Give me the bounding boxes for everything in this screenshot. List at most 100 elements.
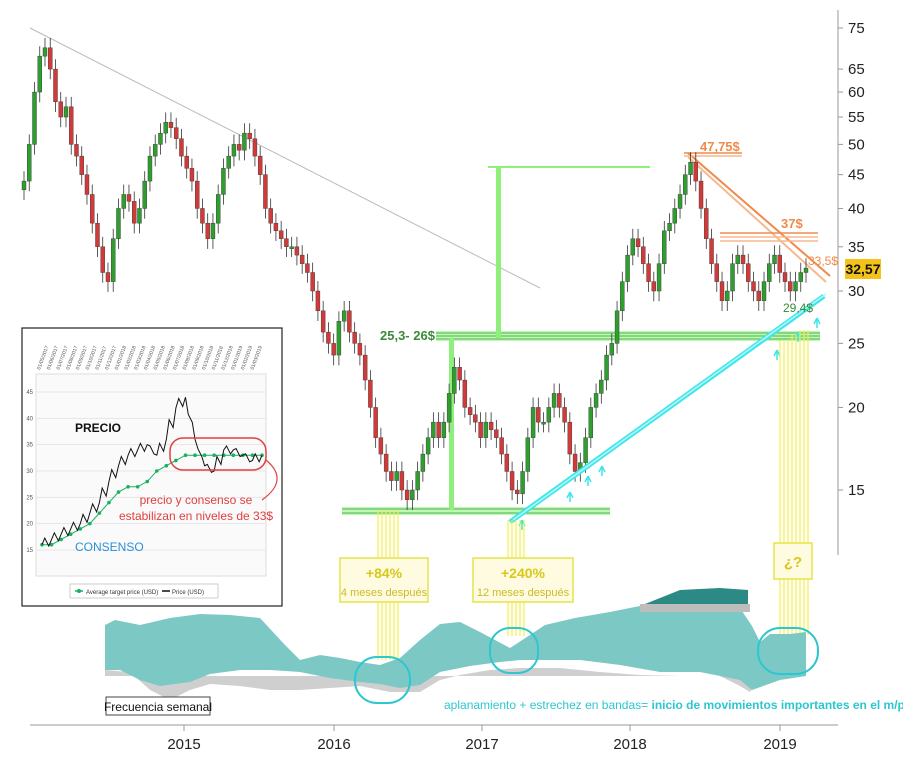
- candle-body: [289, 246, 294, 249]
- candle-body: [48, 47, 53, 70]
- candle-body: [231, 144, 237, 157]
- last-price-label: 32,57: [845, 261, 880, 277]
- candle-body: [305, 263, 310, 273]
- inset-consensus-point: [174, 458, 178, 463]
- inset-y-tick: 30: [26, 469, 33, 475]
- candle-body: [488, 421, 494, 430]
- candle-body: [677, 194, 683, 209]
- candle-body: [446, 393, 452, 423]
- x-tick-labels: 2015 2016 2017 2018 2019: [167, 725, 797, 753]
- candle-body: [95, 222, 100, 247]
- inset-consensus-point: [49, 542, 54, 547]
- candle-body: [32, 91, 37, 145]
- candle-body: [436, 421, 441, 438]
- inset-lines: [40, 397, 264, 548]
- candle-body: [320, 310, 326, 333]
- measure-bar-1: [449, 338, 454, 510]
- candle-body: [352, 331, 357, 344]
- candle-body: [751, 281, 756, 292]
- candle-body: [21, 180, 27, 191]
- x-tick-label: 2018: [613, 736, 646, 753]
- candle-body: [688, 161, 693, 175]
- candle-body: [614, 310, 620, 344]
- inset-y-tick: 20: [26, 522, 33, 528]
- candle-body: [74, 144, 79, 157]
- candle-body: [583, 437, 588, 463]
- candle-body: [735, 254, 740, 264]
- candle-body: [341, 310, 347, 322]
- band-top-dark: [640, 588, 748, 606]
- candle-body: [478, 421, 483, 438]
- candle-body: [132, 201, 137, 224]
- inset-label-precio: PRECIO: [75, 421, 121, 435]
- inset-note: precio y consenso se estabilizan en nivel…: [119, 493, 273, 523]
- band-positive: [105, 604, 806, 690]
- inset-y-tick: 40: [26, 416, 33, 422]
- inset-consensus-point: [164, 463, 169, 468]
- candle-body: [210, 222, 216, 239]
- candle-body: [761, 281, 767, 301]
- candle-body: [467, 407, 473, 415]
- candle-body: [672, 208, 677, 224]
- inset-consensus-point: [68, 532, 73, 536]
- candle-body: [620, 281, 625, 312]
- candle-body: [541, 421, 546, 425]
- inset-consensus-point: [145, 479, 150, 484]
- y-tick-label: 65: [848, 61, 865, 78]
- candle-body: [546, 407, 552, 423]
- y-tick-labels: 15 20 25 30 35 40 45 50 55 60 65 75: [838, 20, 865, 499]
- squeeze-ellipse-1: [354, 656, 411, 704]
- y-tick-label: 50: [848, 136, 865, 153]
- candle-body: [572, 453, 578, 472]
- candle-body: [69, 106, 74, 145]
- candle-body: [782, 272, 788, 282]
- candle-body: [567, 421, 573, 455]
- candle-body: [462, 379, 468, 408]
- y-tick-label: 35: [848, 239, 865, 256]
- candle-body: [153, 144, 158, 157]
- candle-body: [473, 414, 478, 423]
- y-tick-label: 15: [848, 482, 865, 499]
- label-r2: 37$: [781, 216, 803, 231]
- candle-body: [709, 238, 714, 264]
- candle-body: [357, 343, 363, 356]
- candle-body: [336, 321, 342, 356]
- candle-body: [278, 230, 284, 239]
- candle-body: [90, 194, 95, 224]
- candle-body: [756, 290, 761, 301]
- inset-y-tick: 45: [26, 390, 33, 396]
- inset-consensus-point: [126, 485, 130, 489]
- y-tick-label: 25: [848, 335, 865, 352]
- squeeze-ellipse-3: [757, 627, 819, 675]
- band-negative: [105, 666, 806, 700]
- candle-body: [431, 421, 436, 438]
- inset-consensus-point: [78, 527, 83, 531]
- candle-body: [457, 367, 462, 381]
- touch-arrow: [813, 317, 821, 328]
- candle-body: [84, 174, 90, 195]
- candle-body: [273, 222, 279, 232]
- candle-body: [562, 407, 567, 423]
- inset-consensus-point: [250, 453, 255, 458]
- downtrend-line: [29, 27, 541, 289]
- candle-body: [79, 155, 84, 175]
- candle-body: [347, 310, 352, 333]
- candle-body: [803, 267, 809, 273]
- candle-body: [37, 55, 42, 93]
- legend-consensus: Average target price (USD): [86, 590, 158, 596]
- candle-body: [772, 254, 777, 264]
- inset-y-tick: 25: [26, 495, 33, 501]
- candle-body: [299, 254, 305, 264]
- inset-consensus-point: [88, 521, 92, 526]
- candle-body: [368, 379, 373, 408]
- candle-body: [667, 222, 672, 232]
- candle-body: [373, 407, 378, 438]
- candle-body: [441, 421, 447, 438]
- candle-body: [793, 281, 798, 292]
- label-r3: 33,5$: [808, 254, 838, 268]
- candle-body: [494, 429, 499, 438]
- touch-arrow: [598, 465, 606, 476]
- support-zone-14: [342, 507, 610, 515]
- inset-consensus-point: [116, 490, 121, 494]
